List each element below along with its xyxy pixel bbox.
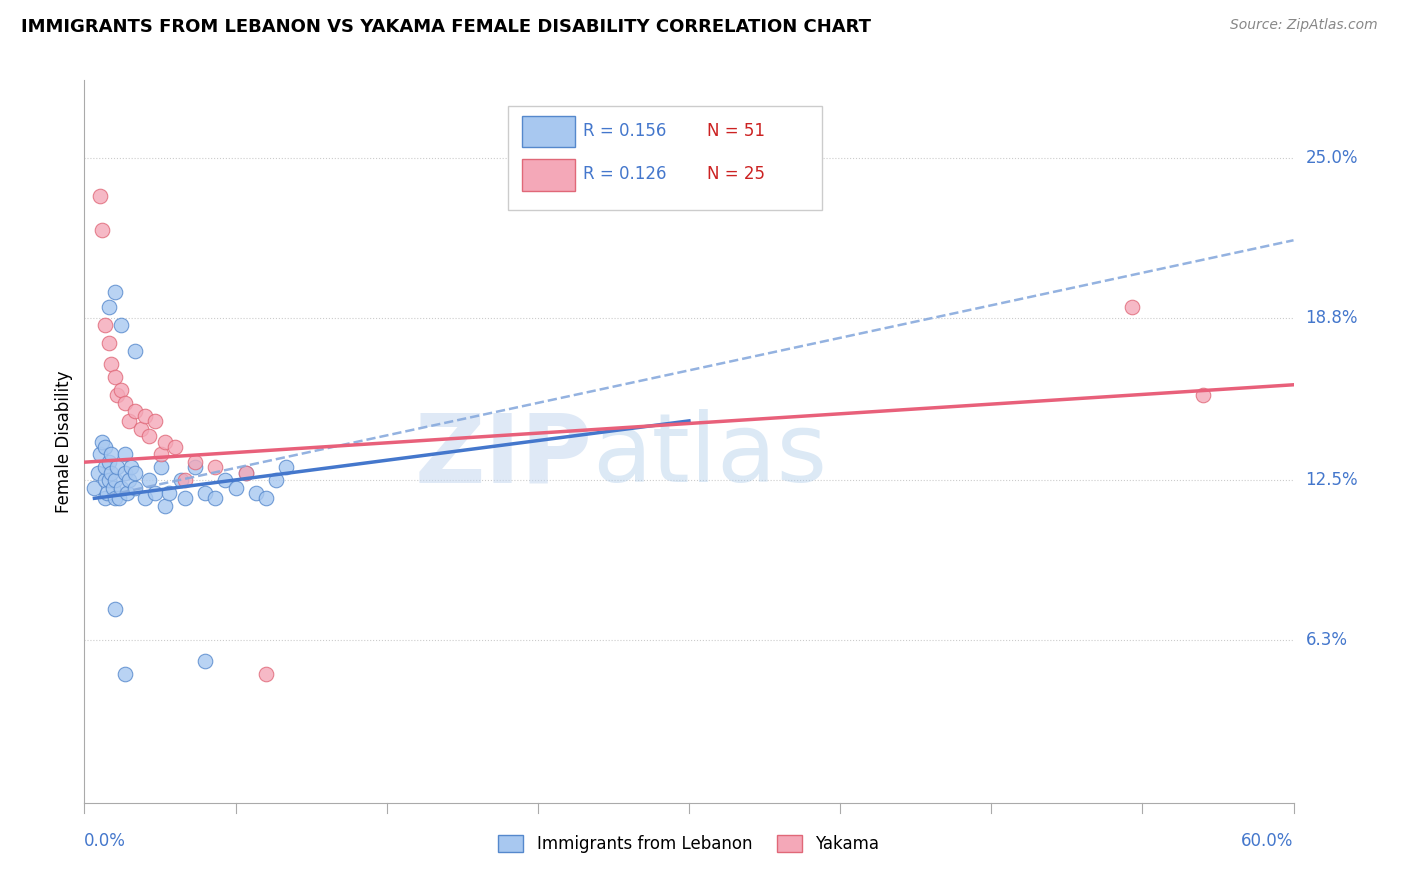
Point: [114, 396, 136, 410]
Point: [100, 357, 122, 371]
Point: [93, 491, 115, 506]
Point: [194, 486, 217, 500]
Point: [114, 466, 136, 480]
Point: [138, 473, 160, 487]
Point: [245, 486, 267, 500]
Point: [100, 466, 122, 480]
Point: [235, 466, 257, 480]
Point: [235, 466, 257, 480]
Point: [97, 336, 120, 351]
Point: [1192, 388, 1215, 402]
Point: [100, 447, 122, 461]
Point: [143, 486, 166, 500]
Point: [225, 481, 247, 495]
Text: Source: ZipAtlas.com: Source: ZipAtlas.com: [1230, 18, 1378, 32]
Text: R = 0.156: R = 0.156: [582, 122, 666, 140]
Text: 12.5%: 12.5%: [1306, 471, 1358, 489]
Point: [97, 455, 120, 469]
Legend: Immigrants from Lebanon, Yakama: Immigrants from Lebanon, Yakama: [492, 828, 886, 860]
Point: [89, 189, 111, 203]
Point: [83, 481, 105, 495]
Point: [138, 429, 160, 443]
Point: [129, 422, 152, 436]
Point: [149, 460, 172, 475]
Point: [204, 460, 226, 475]
Point: [110, 318, 132, 333]
FancyBboxPatch shape: [508, 105, 823, 211]
Point: [104, 491, 127, 506]
Y-axis label: Female Disability: Female Disability: [55, 370, 73, 513]
Point: [153, 434, 176, 449]
Text: 0.0%: 0.0%: [84, 831, 127, 850]
Point: [114, 666, 136, 681]
Point: [104, 370, 127, 384]
Point: [254, 491, 277, 506]
Point: [93, 318, 115, 333]
Text: 60.0%: 60.0%: [1241, 831, 1294, 850]
Point: [184, 460, 207, 475]
Point: [97, 473, 120, 487]
Point: [120, 460, 142, 475]
Text: 18.8%: 18.8%: [1306, 309, 1358, 326]
Point: [254, 666, 277, 681]
Point: [134, 409, 156, 423]
Text: N = 25: N = 25: [707, 165, 765, 183]
Point: [274, 460, 297, 475]
Point: [174, 473, 197, 487]
Point: [194, 654, 217, 668]
Point: [184, 455, 207, 469]
Point: [124, 466, 146, 480]
Point: [1121, 301, 1143, 315]
Point: [93, 473, 115, 487]
Point: [91, 434, 114, 449]
Point: [104, 285, 127, 299]
Point: [170, 473, 193, 487]
Point: [105, 388, 128, 402]
Point: [153, 499, 176, 513]
Point: [104, 602, 127, 616]
Point: [96, 486, 118, 500]
Text: 25.0%: 25.0%: [1306, 149, 1358, 167]
Text: ZIP: ZIP: [415, 409, 592, 502]
Point: [134, 491, 156, 506]
Point: [89, 447, 111, 461]
Point: [105, 460, 128, 475]
Text: R = 0.126: R = 0.126: [582, 165, 666, 183]
Point: [110, 481, 132, 495]
Point: [104, 473, 127, 487]
Point: [143, 414, 166, 428]
Text: 6.3%: 6.3%: [1306, 632, 1347, 649]
Point: [93, 460, 115, 475]
Point: [97, 301, 120, 315]
Point: [118, 414, 141, 428]
Point: [214, 473, 236, 487]
Point: [174, 491, 197, 506]
Point: [110, 383, 132, 397]
Point: [165, 440, 187, 454]
Text: N = 51: N = 51: [707, 122, 765, 140]
Point: [91, 223, 114, 237]
Point: [124, 403, 146, 417]
Point: [93, 440, 115, 454]
Point: [101, 481, 124, 495]
Point: [264, 473, 287, 487]
FancyBboxPatch shape: [522, 159, 575, 191]
Point: [124, 344, 146, 359]
Point: [87, 466, 110, 480]
Point: [114, 447, 136, 461]
Point: [124, 481, 146, 495]
Point: [149, 447, 172, 461]
Point: [118, 473, 141, 487]
Point: [204, 491, 226, 506]
Point: [115, 486, 138, 500]
Text: atlas: atlas: [592, 409, 827, 502]
Point: [157, 486, 180, 500]
Text: IMMIGRANTS FROM LEBANON VS YAKAMA FEMALE DISABILITY CORRELATION CHART: IMMIGRANTS FROM LEBANON VS YAKAMA FEMALE…: [21, 18, 872, 36]
FancyBboxPatch shape: [522, 116, 575, 147]
Point: [107, 491, 129, 506]
